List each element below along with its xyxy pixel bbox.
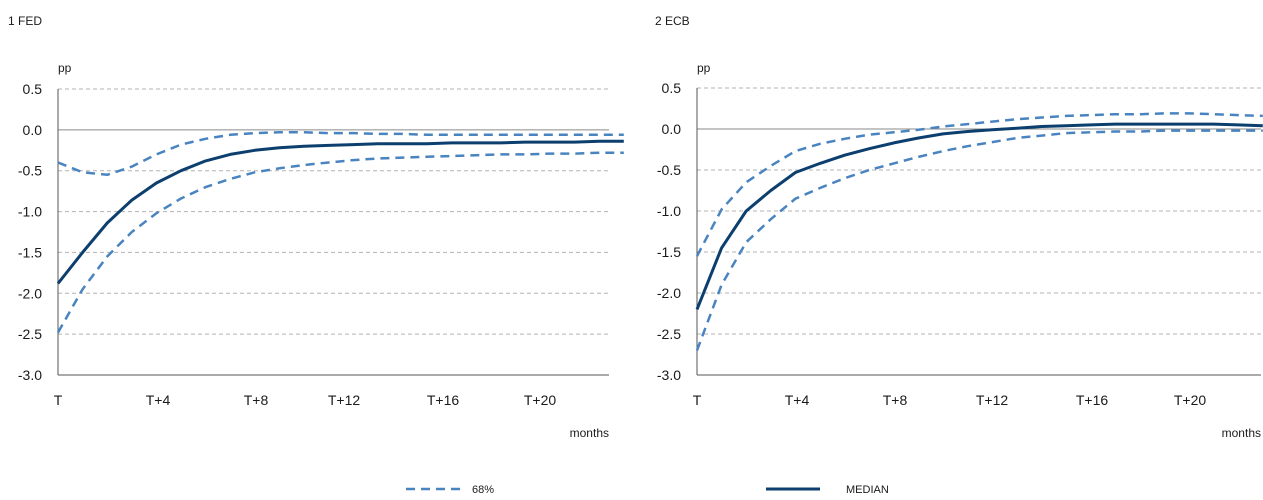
chart-panel-ecb: 2 ECB pp months 0.5 0.0 -0.5 -1.0 -1.5 -2.0 -2… (655, 14, 1263, 440)
y-tick-label: -2.5 (18, 326, 42, 342)
x-tick-label: T (54, 392, 63, 408)
legend-label-68: 68% (472, 484, 494, 495)
lower-68-band-line (56, 151, 624, 334)
x-axis-label: months (1222, 426, 1261, 440)
y-tick-label: -1.5 (18, 244, 42, 260)
x-tick-label: T+20 (524, 392, 557, 408)
y-tick-label: -1.5 (657, 244, 681, 260)
median-line (695, 122, 1263, 310)
y-tick-label: -0.5 (18, 163, 42, 179)
plot-area: 0.5 0.0 -0.5 -1.0 -1.5 -2.0 -2.5 -3.0 T T+4 T+8 T+1… (657, 80, 1263, 408)
y-tick-label: -2.0 (18, 285, 42, 301)
x-tick-label: T+16 (1076, 392, 1109, 408)
x-tick-label: T+4 (146, 392, 171, 408)
chart-title: 1 FED (8, 14, 42, 28)
y-unit-label: pp (697, 61, 711, 75)
median-line (56, 139, 624, 285)
y-tick-label: -1.0 (657, 203, 681, 219)
y-tick-label: -2.0 (657, 285, 681, 301)
x-tick-label: T+16 (427, 392, 460, 408)
chart-title: 2 ECB (655, 14, 690, 28)
x-tick-label: T+8 (883, 392, 908, 408)
y-unit-label: pp (58, 61, 72, 75)
legend-label-median: MEDIAN (846, 484, 889, 495)
y-tick-label: 0.5 (23, 81, 43, 97)
plot-area: 0.5 0.0 -0.5 -1.0 -1.5 -2.0 -2.5 -3.0 T T+4 T+8 T+1… (18, 81, 624, 408)
chart-panel-fed: 1 FED pp months 0.5 0.0 -0.5 -1.0 -1.5 -2.0 -2… (8, 14, 624, 440)
y-tick-label: -1.0 (18, 204, 42, 220)
x-tick-label: T+20 (1174, 392, 1207, 408)
x-axis-label: months (570, 426, 609, 440)
y-tick-label: 0.0 (662, 121, 682, 137)
upper-68-band-line (695, 112, 1263, 257)
lower-68-band-line (695, 129, 1263, 351)
y-tick-label: -3.0 (18, 367, 42, 383)
y-tick-label: 0.5 (662, 80, 682, 96)
x-tick-label: T+8 (244, 392, 269, 408)
y-tick-label: -3.0 (657, 367, 681, 383)
y-tick-label: -2.5 (657, 326, 681, 342)
x-tick-label: T (693, 392, 702, 408)
y-tick-label: -0.5 (657, 162, 681, 178)
x-tick-label: T+12 (328, 392, 361, 408)
y-tick-label: 0.0 (23, 122, 43, 138)
legend: 68% MEDIAN (406, 484, 889, 496)
upper-68-band-line (57, 131, 624, 177)
x-tick-label: T+4 (785, 392, 810, 408)
x-tick-label: T+12 (976, 392, 1009, 408)
